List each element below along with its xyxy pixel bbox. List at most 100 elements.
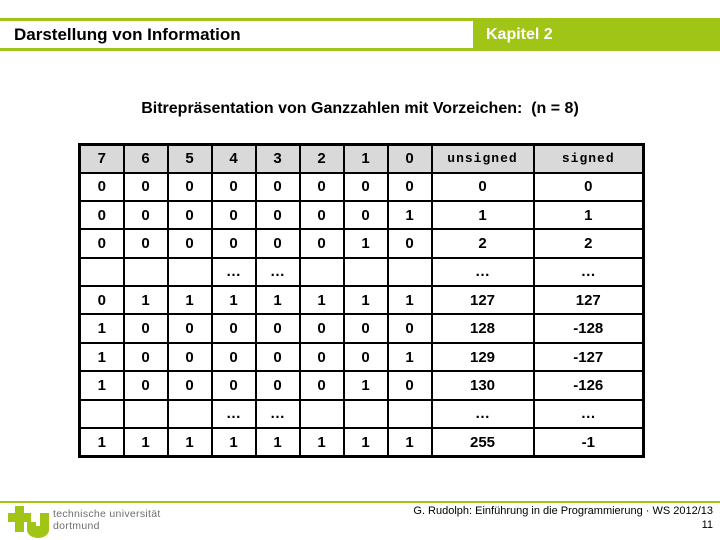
- table-row: 1 0 0 0 0 0 0 0 128 -128: [78, 313, 645, 344]
- table-cell: -1: [532, 426, 645, 458]
- table-cell: 0: [78, 228, 125, 259]
- table-cell: 0: [254, 370, 301, 401]
- table-cell: …: [254, 398, 301, 430]
- table-cell: 129: [430, 341, 535, 373]
- table-cell: 0: [298, 370, 345, 401]
- table-cell: 1: [166, 285, 213, 316]
- table-cell: 0: [342, 341, 389, 373]
- table-cell: 0: [298, 228, 345, 259]
- table-cell: 0: [430, 171, 535, 202]
- table-cell: 1: [122, 426, 169, 458]
- table-cell: 0: [122, 313, 169, 344]
- table-cell: [342, 398, 389, 430]
- table-cell: [386, 256, 433, 288]
- table-cell: 1: [210, 285, 257, 316]
- table-header-cell: 7: [78, 143, 125, 174]
- table-row: …………: [78, 256, 645, 288]
- table-cell: [298, 398, 345, 430]
- table-cell: 1: [78, 370, 125, 401]
- table-cell: 127: [532, 285, 645, 316]
- table-cell: …: [430, 256, 535, 288]
- table-cell: [342, 256, 389, 288]
- table-row: 0 1 1 1 1 1 1 1 127 127: [78, 285, 645, 316]
- table-cell: 1: [254, 285, 301, 316]
- table-row: 1 1 1 1 1 1 1 1 255 -1: [78, 426, 645, 458]
- table-cell: [166, 256, 213, 288]
- table-cell: 0: [122, 341, 169, 373]
- table-cell: 2: [532, 228, 645, 259]
- table-cell: 0: [386, 370, 433, 401]
- table-cell: 0: [78, 199, 125, 231]
- table-header-cell: 2: [298, 143, 345, 174]
- table-cell: 1: [78, 426, 125, 458]
- table-cell: 0: [298, 341, 345, 373]
- table-cell: …: [210, 398, 257, 430]
- table-cell: 1: [386, 341, 433, 373]
- table-cell: [122, 256, 169, 288]
- table-cell: 2: [430, 228, 535, 259]
- table-row: 1 0 0 0 0 0 1 0 130 -126: [78, 370, 645, 401]
- table-cell: 0: [122, 171, 169, 202]
- table-cell: 1: [386, 199, 433, 231]
- university-name-line2: dortmund: [53, 520, 100, 532]
- table-cell: 1: [342, 426, 389, 458]
- table-cell: -126: [532, 370, 645, 401]
- table-header-cell: 4: [210, 143, 257, 174]
- university-name-line1: technische universität: [53, 508, 161, 520]
- table-cell: [386, 398, 433, 430]
- table-cell: 0: [298, 199, 345, 231]
- table-cell: 1: [386, 426, 433, 458]
- table-cell: 0: [166, 228, 213, 259]
- table-cell: [122, 398, 169, 430]
- table-cell: 1: [298, 285, 345, 316]
- table-row: …………: [78, 398, 645, 430]
- table-cell: -127: [532, 341, 645, 373]
- chapter-label: Kapitel 2: [486, 26, 553, 43]
- table-header-cell: 6: [122, 143, 169, 174]
- table-cell: 0: [210, 171, 257, 202]
- table-cell: 0: [210, 370, 257, 401]
- table-cell: -128: [532, 313, 645, 344]
- table-cell: 1: [532, 199, 645, 231]
- table-cell: [78, 398, 125, 430]
- table-header-row: 7 6 5 4 3 2 1 0 unsigned signed: [78, 143, 645, 174]
- table-cell: 1: [254, 426, 301, 458]
- table-cell: [298, 256, 345, 288]
- table-cell: 1: [166, 426, 213, 458]
- table-cell: 0: [254, 341, 301, 373]
- table-cell: 0: [298, 171, 345, 202]
- table-cell: 1: [210, 426, 257, 458]
- table-cell: 0: [166, 341, 213, 373]
- table-cell: 0: [78, 285, 125, 316]
- table-cell: 0: [342, 171, 389, 202]
- table-cell: 0: [386, 313, 433, 344]
- table-cell: 130: [430, 370, 535, 401]
- table-cell: 1: [342, 228, 389, 259]
- table-cell: 128: [430, 313, 535, 344]
- header-bottom-rule: [0, 48, 720, 51]
- table-cell: 0: [166, 370, 213, 401]
- table-cell: 0: [166, 313, 213, 344]
- table-cell: 0: [254, 171, 301, 202]
- table-cell: …: [532, 398, 645, 430]
- table-header-cell: 0: [386, 143, 433, 174]
- table-cell: 0: [254, 199, 301, 231]
- table-cell: [166, 398, 213, 430]
- table-cell: 0: [386, 228, 433, 259]
- table-cell: 0: [122, 370, 169, 401]
- table-cell: …: [210, 256, 257, 288]
- table-cell: 0: [210, 199, 257, 231]
- header-top-rule: [0, 18, 720, 21]
- table-cell: 0: [122, 199, 169, 231]
- table-cell: 1: [430, 199, 535, 231]
- table-cell: …: [254, 256, 301, 288]
- table-cell: 1: [342, 285, 389, 316]
- table-row: 1 0 0 0 0 0 0 1 129 -127: [78, 341, 645, 373]
- table-body: 0 0 0 0 0 0 0 0 0 0 0 0 0 0 0 0 0 1 1 1 0 0 0 0 0 0 1 0 2 2………… 0 1 1 1 1 1…: [78, 171, 645, 458]
- table-cell: 127: [430, 285, 535, 316]
- table-cell: 1: [342, 370, 389, 401]
- table-cell: 1: [386, 285, 433, 316]
